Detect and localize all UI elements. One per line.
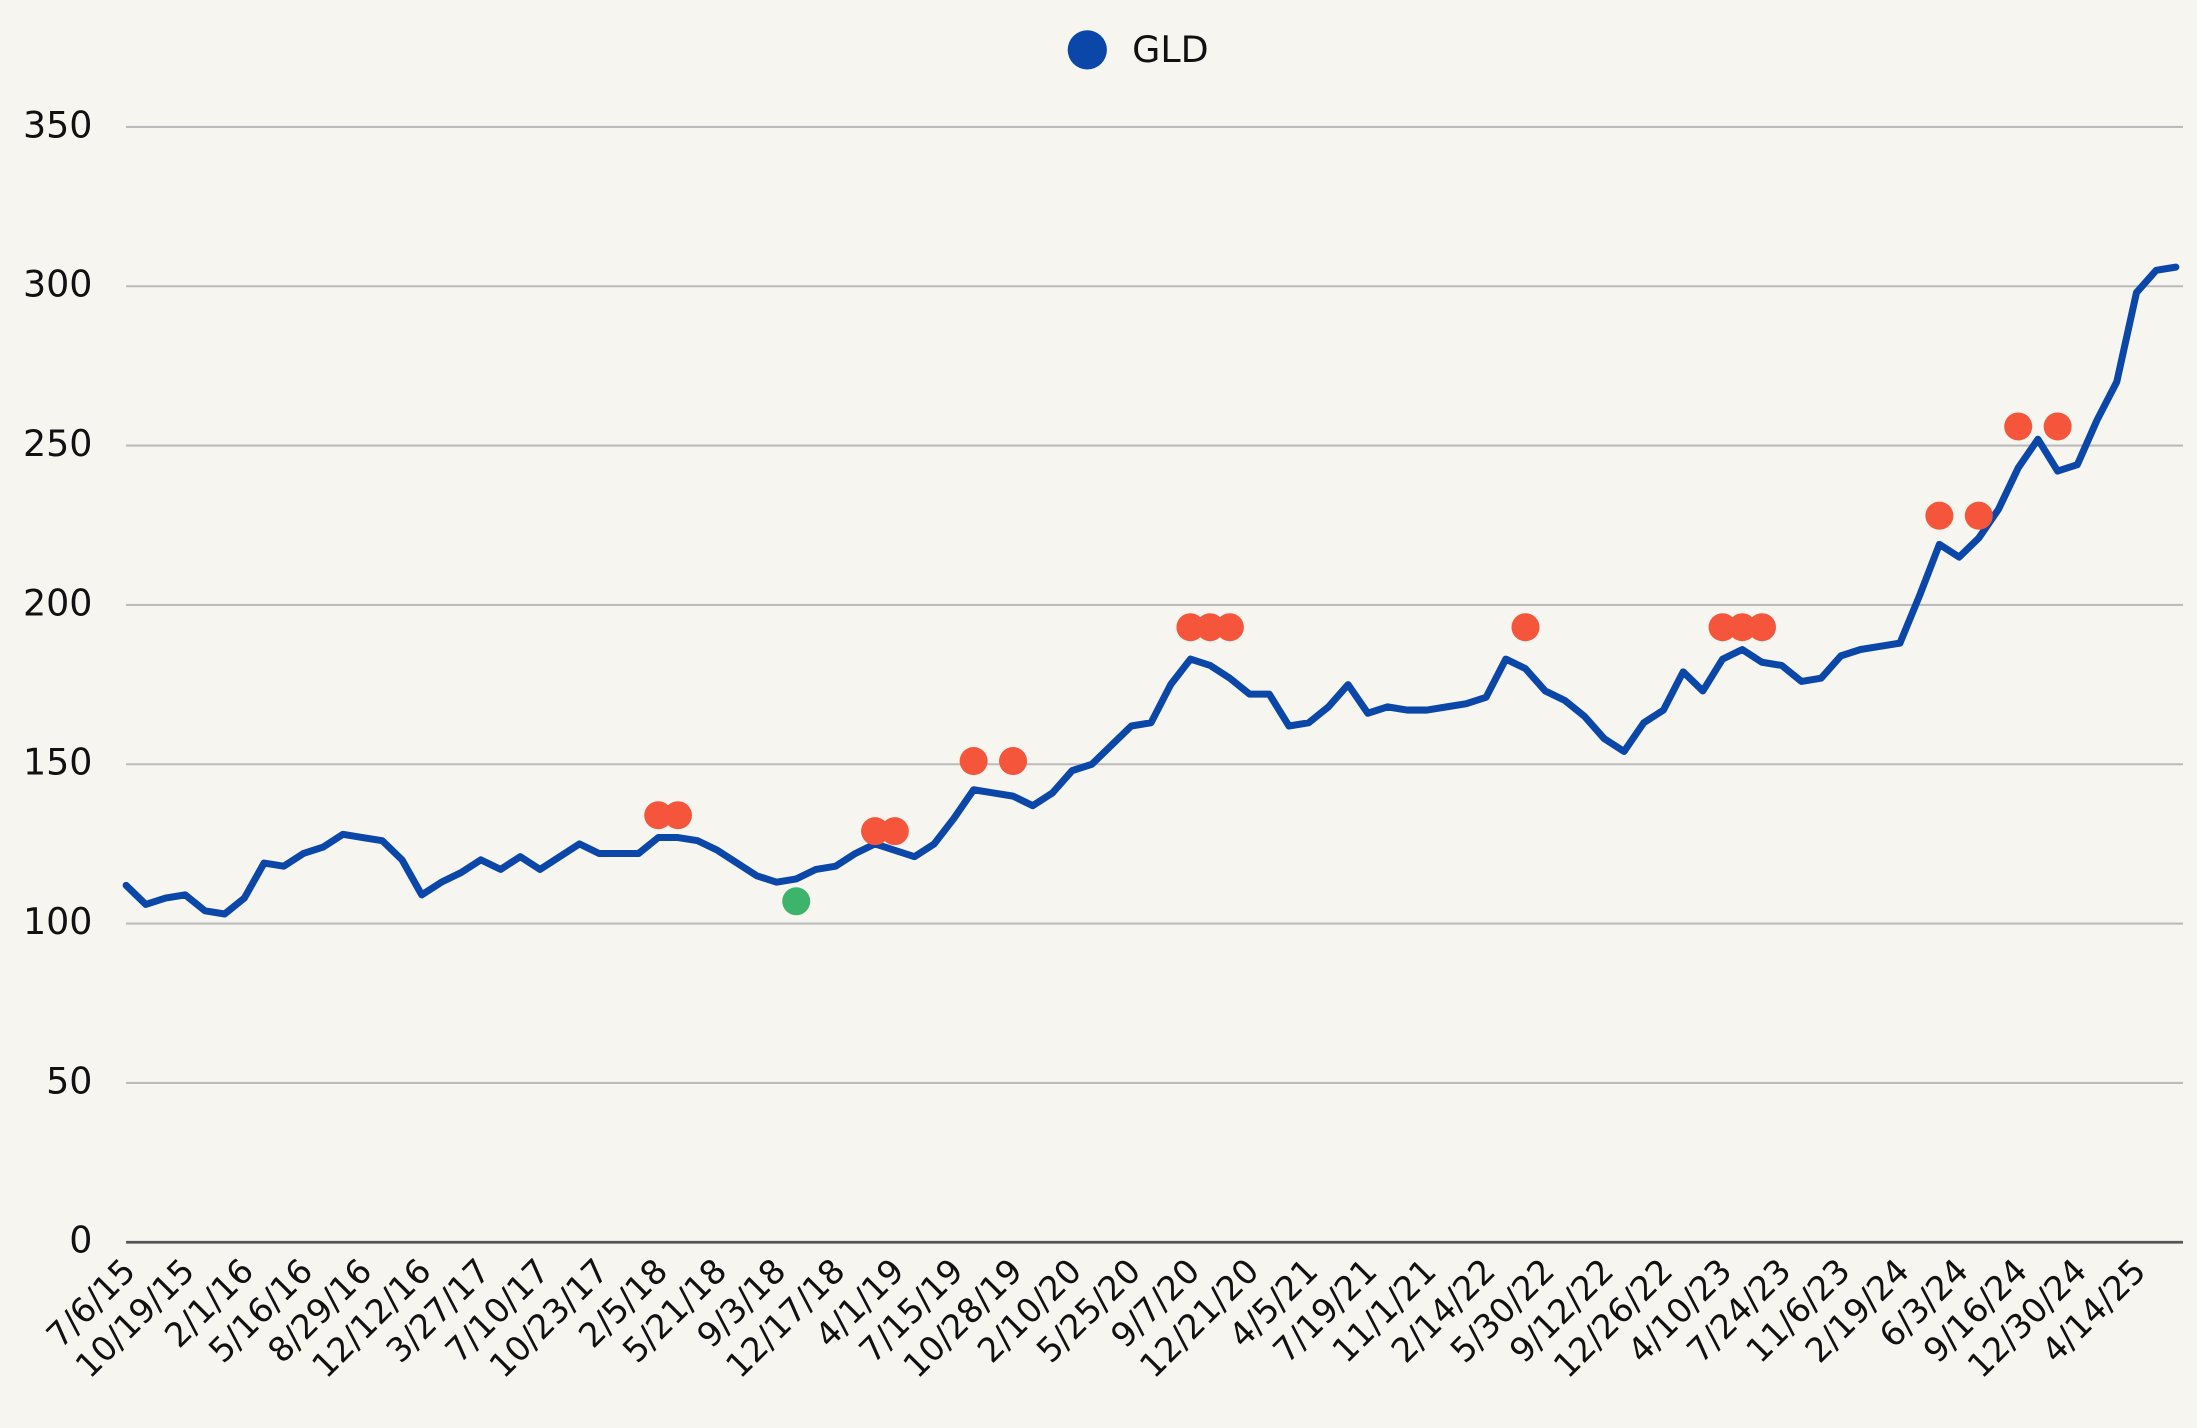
y-tick-label: 150 [23, 741, 93, 784]
y-tick-label: 300 [23, 263, 93, 306]
legend-swatch [1067, 30, 1107, 70]
signal-marker [880, 817, 909, 846]
y-tick-label: 50 [46, 1059, 92, 1102]
signal-marker [644, 801, 673, 830]
signal-marker [1964, 501, 1993, 530]
signal-marker [2004, 412, 2033, 441]
signal-marker [1708, 613, 1737, 642]
signal-marker [1747, 613, 1777, 642]
signal-marker [1728, 613, 1757, 642]
signal-marker [1215, 613, 1244, 642]
y-tick-label: 100 [23, 900, 93, 943]
signal-marker [959, 747, 988, 776]
signal-marker [1925, 501, 1954, 530]
series-line [122, 263, 2180, 918]
signal-marker [1511, 613, 1540, 642]
legend-label: GLD [1132, 28, 1209, 71]
y-tick-label: 200 [23, 581, 93, 624]
signal-marker [2043, 412, 2072, 441]
signal-marker [663, 801, 692, 830]
signal-marker [999, 747, 1028, 776]
signal-marker [782, 887, 811, 916]
y-tick-label: 350 [23, 103, 93, 146]
signal-marker [861, 817, 890, 846]
signal-marker [1196, 613, 1225, 642]
y-tick-label: 250 [23, 422, 93, 465]
y-tick-label: 0 [69, 1219, 92, 1262]
signal-marker [1176, 613, 1205, 642]
